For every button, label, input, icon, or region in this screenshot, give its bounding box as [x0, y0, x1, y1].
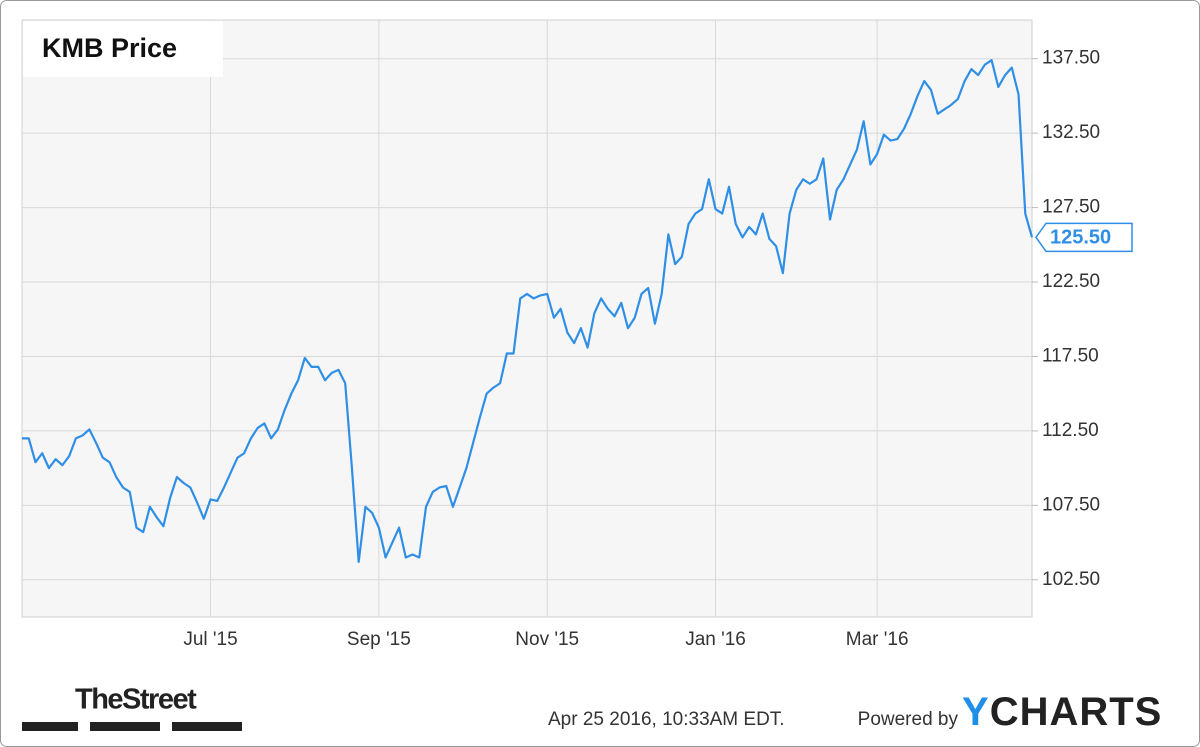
last-price-label: 125.50 [1050, 227, 1111, 249]
marks [22, 59, 1034, 564]
x-tick-label: Mar '16 [846, 629, 909, 650]
timestamp: Apr 25 2016, 10:33AM EDT. [548, 709, 785, 730]
brand-logo: YCHARTS [962, 690, 1163, 734]
y-tick-label: 112.50 [1042, 420, 1099, 441]
y-tick-label: 132.50 [1042, 122, 1100, 143]
powered-by: Powered by [858, 709, 959, 730]
price-line [22, 59, 1034, 564]
y-tick-label: 117.50 [1042, 345, 1099, 366]
x-tick-label: Sep '15 [347, 629, 411, 650]
title-box [23, 21, 223, 77]
x-tick-label: Nov '15 [515, 629, 579, 650]
y-tick-label: 122.50 [1042, 271, 1100, 292]
source-logo: TheStreet [75, 684, 197, 716]
plot-area [21, 19, 1033, 618]
y-tick-label: 102.50 [1042, 569, 1100, 590]
y-tick-label: 107.50 [1042, 494, 1100, 515]
chart-title: KMB Price [42, 33, 177, 63]
last-price-tag [1035, 222, 1133, 253]
logo-bar [90, 722, 160, 731]
x-tick-label: Jul '15 [183, 629, 237, 650]
y-tick-label: 137.50 [1042, 48, 1100, 69]
logo-bar [22, 722, 78, 731]
logo-bar [172, 722, 242, 731]
x-tick-label: Jan '16 [685, 629, 746, 650]
y-tick-label: 127.50 [1042, 197, 1100, 218]
